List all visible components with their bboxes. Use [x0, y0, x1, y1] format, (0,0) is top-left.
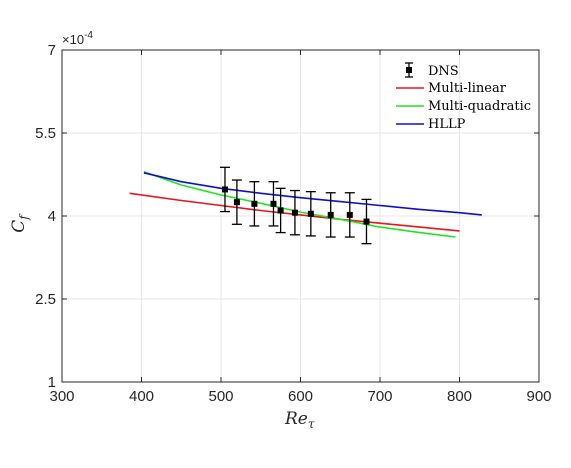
x-tick-label: 300: [49, 388, 74, 405]
x-axis-label-main: Re: [284, 409, 308, 429]
x-tick-label: 500: [208, 388, 233, 405]
x-tick-label: 700: [367, 388, 392, 405]
dns-point: [231, 179, 242, 225]
legend-item-multi-quadratic: Multi-quadratic: [396, 99, 531, 114]
dns-marker: [363, 218, 370, 225]
series-line-hllp: [143, 172, 482, 216]
series-line-multi-linear: [129, 192, 460, 232]
y-exponent-label: ×10-4: [62, 30, 93, 47]
dns-marker: [327, 211, 334, 218]
y-tick-label: 5.5: [35, 125, 56, 142]
dns-marker: [251, 200, 258, 207]
series-line-multi-quadratic: [143, 170, 456, 238]
ticks: 300 400 500 600 700 800 900 1 2.5 4 5.5 7: [35, 42, 551, 405]
dns-point: [219, 166, 230, 213]
dns-layer: [219, 166, 372, 245]
dns-point: [249, 181, 260, 227]
dns-marker: [277, 207, 284, 214]
legend-item-multi-linear: Multi-linear: [396, 81, 507, 96]
x-tick-label: 900: [526, 388, 551, 405]
x-tick-label: 400: [129, 388, 154, 405]
dns-point: [289, 189, 300, 236]
y-tick-label: 1: [48, 374, 56, 391]
legend-label-dns: DNS: [428, 64, 459, 79]
dns-point: [325, 192, 336, 238]
legend-item-hllp: HLLP: [396, 117, 466, 132]
dns-marker: [346, 211, 353, 218]
x-axis-label-sub: τ: [308, 417, 315, 431]
dns-marker: [270, 200, 277, 207]
legend: DNS Multi-linear Multi-quadratic HLLP: [396, 62, 531, 132]
x-axis-label: Reτ: [284, 409, 315, 431]
x-tick-label: 800: [447, 388, 472, 405]
dns-point: [361, 198, 372, 245]
dns-marker: [291, 209, 298, 216]
x-tick-label: 600: [288, 388, 313, 405]
y-tick-label: 4: [48, 208, 56, 225]
y-axis-label-sub: f: [17, 213, 31, 221]
legend-label-multi-quadratic: Multi-quadratic: [428, 99, 531, 114]
series-layer: [129, 170, 482, 238]
legend-label-hllp: HLLP: [428, 117, 466, 132]
legend-label-multi-linear: Multi-linear: [428, 81, 507, 96]
legend-dns-marker: [406, 67, 412, 73]
dns-marker: [221, 186, 228, 193]
dns-point: [275, 187, 286, 234]
dns-marker: [233, 199, 240, 206]
y-tick-label: 7: [48, 42, 56, 59]
y-axis-label-main: C: [9, 220, 29, 233]
dns-marker: [307, 210, 314, 217]
y-axis-label: Cf: [9, 213, 31, 233]
dns-point: [344, 192, 355, 238]
legend-item-dns: DNS: [405, 62, 459, 79]
dns-point: [305, 191, 316, 237]
y-tick-label: 2.5: [35, 291, 56, 308]
dns-point: [268, 181, 279, 227]
